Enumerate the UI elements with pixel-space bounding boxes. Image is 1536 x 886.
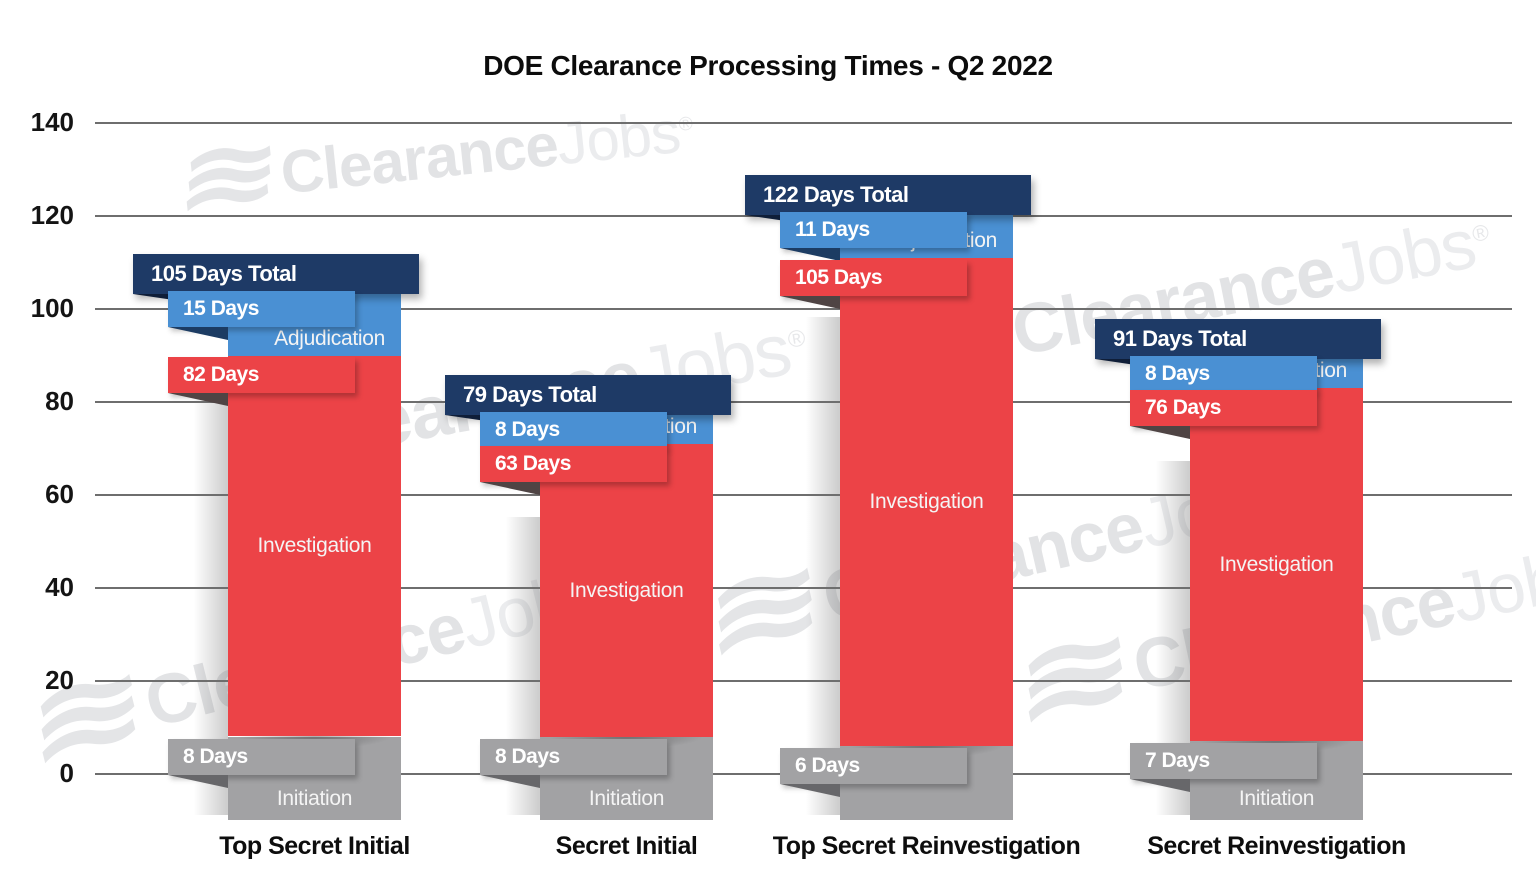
y-axis-tick-label: 40	[45, 572, 74, 602]
segment-name-label: Initiation	[1238, 787, 1315, 810]
y-axis-tick-label: 100	[30, 293, 74, 323]
total-banner: 79 Days Total	[445, 375, 731, 415]
days-ribbon: 105 Days	[780, 260, 967, 296]
gridline	[95, 494, 1512, 496]
segment-name-label: Investigation	[1219, 552, 1334, 576]
gridline	[95, 680, 1512, 682]
segment-investigation: Investigation	[540, 444, 713, 737]
total-banner: 105 Days Total	[133, 254, 419, 294]
ribbon-fold	[780, 296, 840, 309]
total-banner: 122 Days Total	[745, 175, 1031, 215]
days-ribbon: 82 Days	[168, 357, 355, 393]
y-axis-tick-label: 120	[30, 200, 74, 230]
chart-title: DOE Clearance Processing Times - Q2 2022	[483, 50, 1053, 81]
clearancejobs-flag-icon	[1028, 634, 1123, 723]
gridline	[95, 122, 1512, 124]
segment-name-label: Investigation	[257, 533, 372, 557]
clearancejobs-flag-icon	[40, 672, 136, 764]
x-axis-category-label: Top Secret Reinvestigation	[772, 832, 1081, 860]
y-axis-tick-label: 0	[59, 758, 74, 788]
days-ribbon: 6 Days	[780, 748, 967, 784]
segment-investigation: Investigation	[228, 355, 401, 736]
y-axis-tick-label: 80	[45, 386, 74, 416]
segment-name-label: Adjudication	[274, 327, 385, 350]
clearancejobs-watermark: ClearanceJobs®	[180, 97, 696, 214]
ribbon-fold	[1130, 426, 1190, 439]
clearancejobs-watermark: ClearanceJobs®	[1014, 528, 1536, 725]
segment-name-label: Investigation	[569, 578, 684, 602]
ribbon-fold	[168, 327, 228, 340]
gridline	[95, 587, 1512, 589]
segment-investigation: Investigation	[1190, 388, 1363, 741]
days-ribbon: 8 Days	[480, 412, 667, 448]
segment-name-label: Initiation	[276, 787, 353, 810]
y-axis-tick-label: 20	[45, 665, 74, 695]
ribbon-fold	[480, 482, 540, 495]
days-ribbon: 63 Days	[480, 446, 667, 482]
days-ribbon: 11 Days	[780, 212, 967, 248]
days-ribbon: 76 Days	[1130, 390, 1317, 426]
bar-left-shadow	[804, 317, 840, 815]
y-axis-tick-label: 140	[30, 107, 74, 137]
segment-name-label: Investigation	[869, 490, 984, 513]
days-ribbon: 8 Days	[168, 739, 355, 775]
days-ribbon: 8 Days	[1130, 356, 1317, 392]
clearancejobs-flag-icon	[186, 144, 273, 212]
segment-name-label: Initiation	[588, 787, 665, 810]
clearancejobs-watermark: ClearanceJobs®	[26, 549, 626, 766]
days-ribbon: 8 Days	[480, 739, 667, 775]
y-axis-tick-label: 60	[45, 479, 74, 509]
gridline	[95, 308, 1512, 310]
total-banner: 91 Days Total	[1095, 319, 1381, 359]
x-axis-category-label: Secret Initial	[555, 832, 698, 860]
gridline	[95, 401, 1512, 403]
days-ribbon: 7 Days	[1130, 743, 1317, 779]
x-axis-category-label: Top Secret Initial	[219, 832, 410, 860]
x-axis-category-label: Secret Reinvestigation	[1147, 832, 1406, 860]
segment-investigation: Investigation	[840, 258, 1013, 746]
days-ribbon: 15 Days	[168, 291, 355, 327]
